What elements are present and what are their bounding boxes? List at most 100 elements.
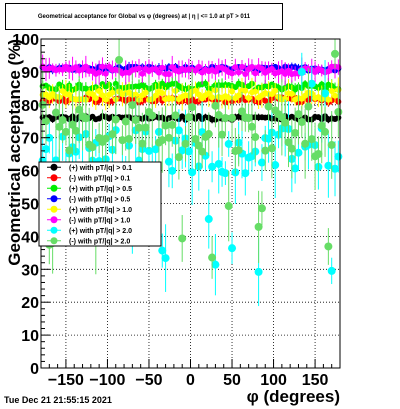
data-point bbox=[221, 169, 230, 178]
data-point bbox=[212, 68, 219, 75]
data-point bbox=[101, 134, 110, 143]
data-point bbox=[252, 88, 259, 95]
data-point bbox=[148, 111, 157, 120]
legend-box bbox=[38, 161, 162, 247]
chart-title: Geometrical acceptance for Global vs φ (… bbox=[37, 14, 251, 20]
data-point bbox=[195, 91, 202, 98]
data-point bbox=[332, 92, 339, 99]
data-point bbox=[152, 92, 159, 99]
data-point bbox=[254, 267, 263, 276]
data-point bbox=[194, 141, 203, 150]
data-point bbox=[111, 115, 120, 124]
data-point bbox=[321, 127, 330, 136]
data-point bbox=[204, 130, 213, 139]
x-tick-label: 0 bbox=[186, 372, 195, 389]
data-point bbox=[191, 135, 200, 144]
tick-labels: −150 −100 −50 0 50 100 150 0 10 20 30 40 50 60 70 80 90 1… bbox=[12, 32, 328, 389]
data-point bbox=[168, 120, 177, 129]
x-tick-label: −50 bbox=[135, 372, 162, 389]
data-point bbox=[75, 105, 84, 114]
data-point bbox=[325, 68, 332, 75]
data-point bbox=[208, 253, 217, 262]
data-point bbox=[202, 80, 209, 87]
x-tick-label: 100 bbox=[260, 372, 287, 389]
data-point bbox=[99, 63, 106, 70]
data-point bbox=[92, 95, 99, 102]
data-point bbox=[178, 146, 187, 155]
y-tick-label: 100 bbox=[12, 32, 39, 49]
data-point bbox=[254, 222, 263, 231]
data-point bbox=[159, 64, 166, 71]
legend-marker bbox=[50, 237, 58, 245]
data-point bbox=[141, 123, 150, 132]
series-8 bbox=[38, 39, 343, 279]
data-point bbox=[281, 118, 290, 127]
x-tick-label: 150 bbox=[302, 372, 329, 389]
data-point bbox=[165, 71, 172, 78]
data-point bbox=[211, 101, 220, 110]
data-point bbox=[294, 148, 303, 157]
data-point bbox=[169, 95, 176, 102]
data-point bbox=[257, 158, 266, 167]
data-point bbox=[108, 130, 117, 139]
data-point bbox=[158, 136, 167, 145]
data-point bbox=[155, 69, 162, 76]
data-point bbox=[238, 63, 245, 70]
data-point bbox=[314, 150, 323, 159]
data-point bbox=[257, 204, 266, 213]
data-point bbox=[301, 139, 310, 148]
legend-label: (-) with pT/|q| > 0.5 bbox=[69, 196, 130, 203]
data-point bbox=[205, 90, 212, 97]
data-point bbox=[208, 162, 217, 171]
data-point bbox=[125, 134, 134, 143]
data-point bbox=[327, 266, 336, 275]
data-point bbox=[334, 152, 343, 161]
data-point bbox=[324, 242, 333, 251]
data-point bbox=[297, 118, 306, 127]
data-point bbox=[174, 153, 183, 162]
data-point bbox=[258, 65, 265, 72]
legend-label: (-) with pT/|q| > 2.0 bbox=[69, 238, 130, 245]
data-point bbox=[234, 146, 243, 155]
data-point bbox=[324, 161, 333, 170]
data-point bbox=[128, 101, 137, 110]
series-6 bbox=[39, 54, 342, 86]
y-tick-label: 30 bbox=[21, 262, 39, 279]
legend-label: (+) with pT/|q| > 1.0 bbox=[69, 207, 132, 214]
data-point bbox=[139, 70, 146, 77]
legend-marker bbox=[50, 226, 58, 234]
data-point bbox=[115, 56, 124, 65]
data-point bbox=[204, 215, 213, 224]
data-point bbox=[327, 140, 336, 149]
data-point bbox=[232, 64, 239, 71]
legend-label: (+) with pT/|q| > 0.1 bbox=[69, 165, 132, 172]
data-point bbox=[334, 107, 343, 116]
data-point bbox=[171, 111, 180, 120]
data-point bbox=[224, 139, 233, 148]
y-tick-label: 70 bbox=[21, 131, 39, 148]
data-point bbox=[131, 116, 140, 125]
data-point bbox=[287, 144, 296, 153]
y-tick-label: 20 bbox=[21, 295, 39, 312]
data-point bbox=[121, 117, 130, 126]
data-point bbox=[138, 139, 147, 148]
data-point bbox=[102, 70, 109, 77]
data-point bbox=[89, 91, 96, 98]
data-point bbox=[297, 67, 306, 76]
data-point bbox=[132, 91, 139, 98]
y-tick-label: 0 bbox=[30, 361, 39, 378]
data-point bbox=[228, 113, 237, 122]
y-tick-label: 10 bbox=[21, 328, 39, 345]
data-point bbox=[41, 117, 50, 126]
data-point bbox=[267, 144, 276, 153]
data-point bbox=[174, 126, 183, 135]
y-tick-label: 40 bbox=[21, 229, 39, 246]
data-point bbox=[252, 70, 259, 77]
data-point bbox=[66, 91, 73, 98]
data-point bbox=[237, 107, 246, 116]
data-point bbox=[99, 92, 106, 99]
legend-marker bbox=[50, 195, 58, 203]
data-point bbox=[41, 145, 50, 154]
chart-title-box: Geometrical acceptance for Global vs φ (… bbox=[5, 3, 283, 30]
data-point bbox=[198, 147, 207, 156]
